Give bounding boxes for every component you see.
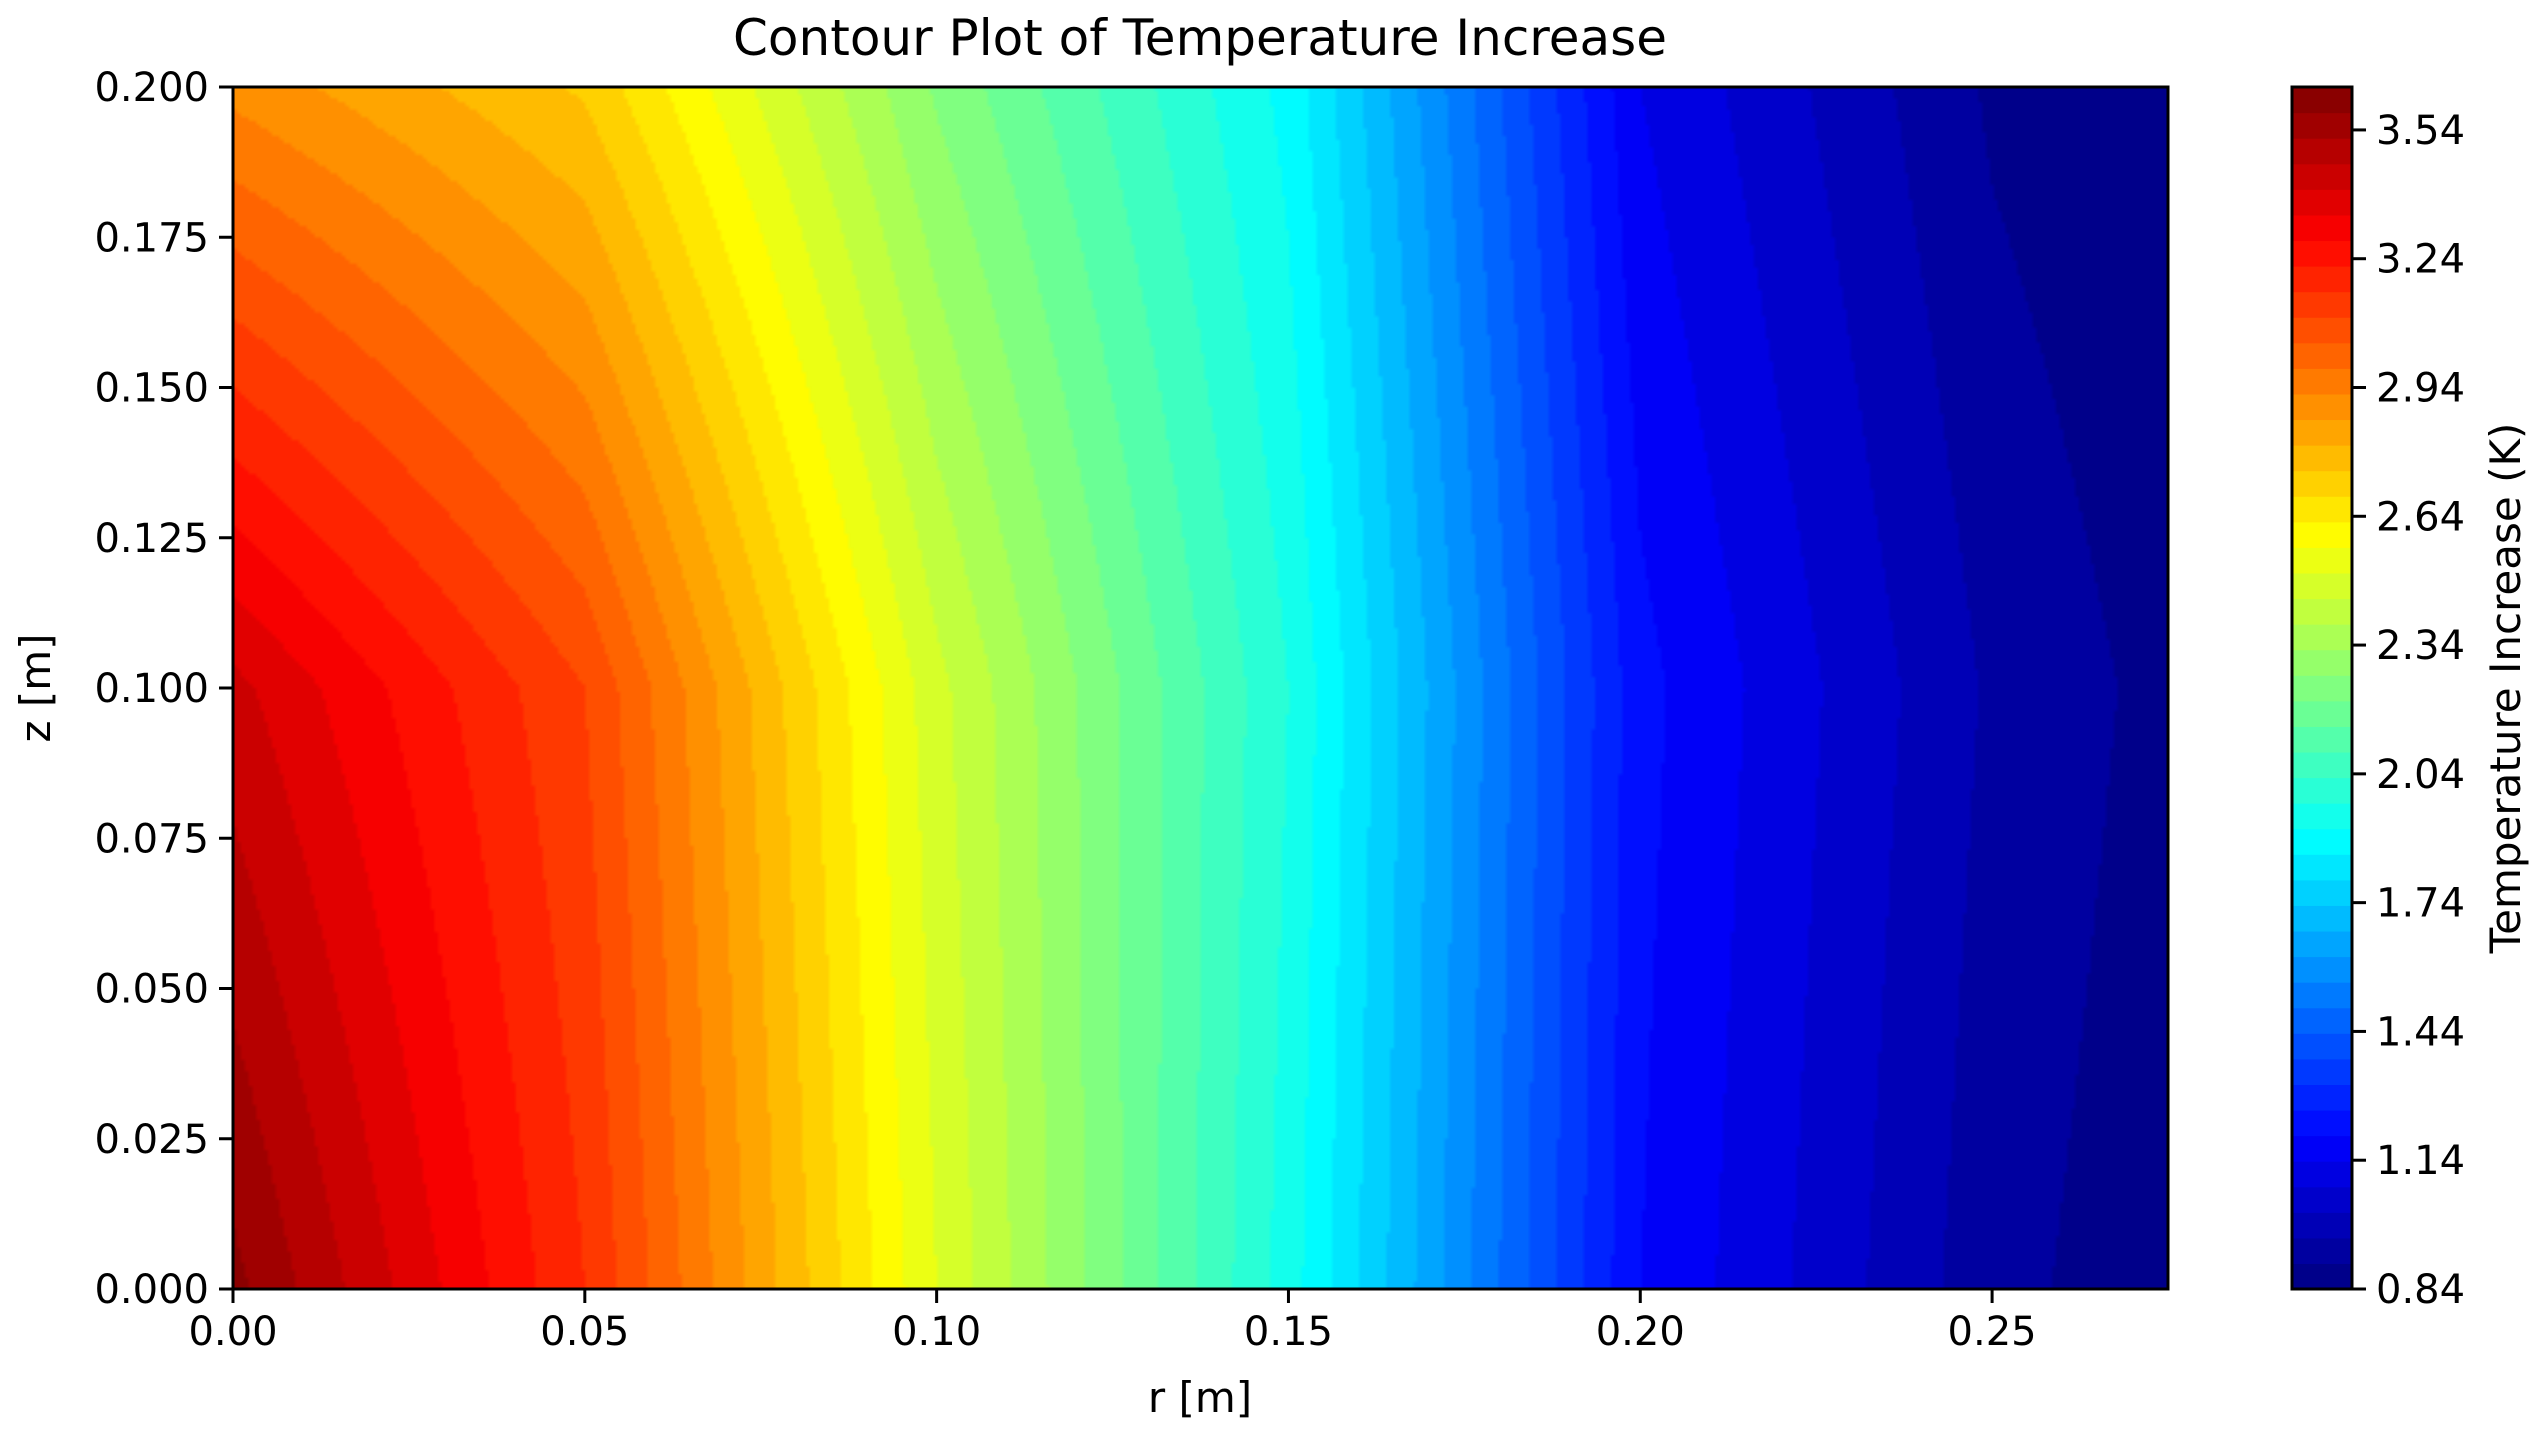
colorbar-tick-label: 3.24 [2376, 237, 2465, 283]
colorbar-tick-label: 2.94 [2376, 366, 2465, 412]
colorbar-band [2292, 854, 2352, 880]
colorbar-band [2292, 496, 2352, 522]
colorbar-band [2292, 1059, 2352, 1085]
colorbar-band [2292, 240, 2352, 266]
colorbar-band [2292, 87, 2352, 113]
y-tick-label: 0.075 [94, 816, 209, 862]
y-axis: 0.000 0.025 0.050 0.075 0.100 0.125 0.150 0.175… [94, 65, 233, 1313]
y-tick-label: 0.000 [94, 1267, 209, 1313]
colorbar-band [2292, 829, 2352, 855]
x-tick-label: 0.20 [1596, 1309, 1685, 1355]
colorbar-tick-label: 1.74 [2376, 881, 2465, 927]
colorbar-band [2292, 752, 2352, 778]
colorbar-bands [2292, 87, 2352, 1290]
colorbar-band [2292, 522, 2352, 548]
y-tick-label: 0.125 [94, 516, 209, 562]
colorbar: 0.84 1.14 1.44 1.74 2.04 2.34 2.64 2.94 3.24 3.54… [2292, 87, 2530, 1313]
x-tick-label: 0.00 [188, 1309, 277, 1355]
x-axis: 0.00 0.05 0.10 0.15 0.20 0.25 [188, 1289, 2036, 1355]
y-tick-label: 0.200 [94, 65, 209, 111]
colorbar-band [2292, 215, 2352, 241]
colorbar-band [2292, 266, 2352, 292]
colorbar-band [2292, 957, 2352, 983]
colorbar-label: Temperature Increase (K) [2481, 423, 2530, 955]
colorbar-band [2292, 1187, 2352, 1213]
y-tick-label: 0.150 [94, 366, 209, 412]
colorbar-band [2292, 1084, 2352, 1110]
colorbar-band [2292, 598, 2352, 624]
colorbar-band [2292, 701, 2352, 727]
colorbar-band [2292, 1033, 2352, 1059]
colorbar-band [2292, 905, 2352, 931]
colorbar-ticks: 0.84 1.14 1.44 1.74 2.04 2.34 2.64 2.94 3.24 3.54 [2352, 108, 2465, 1313]
colorbar-tick-label: 2.64 [2376, 494, 2465, 540]
colorbar-tick-label: 2.34 [2376, 623, 2465, 669]
colorbar-band [2292, 445, 2352, 471]
colorbar-band [2292, 650, 2352, 676]
colorbar-band [2292, 573, 2352, 599]
chart-title: Contour Plot of Temperature Increase [733, 9, 1667, 67]
colorbar-tick-label: 0.84 [2376, 1267, 2465, 1313]
y-axis-label: z [m] [11, 633, 60, 742]
colorbar-band [2292, 1212, 2352, 1238]
colorbar-band [2292, 803, 2352, 829]
colorbar-band [2292, 726, 2352, 752]
x-tick-label: 0.25 [1948, 1309, 2037, 1355]
x-axis-label: r [m] [1148, 1373, 1252, 1422]
y-tick-label: 0.175 [94, 215, 209, 261]
colorbar-tick-label: 2.04 [2376, 752, 2465, 798]
y-tick-label: 0.100 [94, 666, 209, 712]
colorbar-band [2292, 778, 2352, 804]
colorbar-band [2292, 1110, 2352, 1136]
colorbar-band [2292, 419, 2352, 445]
colorbar-band [2292, 138, 2352, 164]
x-tick-label: 0.05 [540, 1309, 629, 1355]
contour-field [233, 87, 2168, 1289]
colorbar-band [2292, 1008, 2352, 1034]
colorbar-band [2292, 292, 2352, 318]
colorbar-band [2292, 164, 2352, 190]
colorbar-band [2292, 343, 2352, 369]
colorbar-band [2292, 394, 2352, 420]
x-tick-label: 0.15 [1244, 1309, 1333, 1355]
colorbar-band [2292, 1136, 2352, 1162]
colorbar-tick-label: 1.44 [2376, 1009, 2465, 1055]
y-tick-label: 0.025 [94, 1117, 209, 1163]
y-tick-label: 0.050 [94, 967, 209, 1013]
colorbar-band [2292, 113, 2352, 139]
colorbar-band [2292, 368, 2352, 394]
colorbar-band [2292, 1161, 2352, 1187]
colorbar-band [2292, 189, 2352, 215]
colorbar-band [2292, 1263, 2352, 1289]
colorbar-band [2292, 982, 2352, 1008]
colorbar-band [2292, 1238, 2352, 1264]
colorbar-tick-label: 1.14 [2376, 1138, 2465, 1184]
contour-plot-area [233, 87, 2168, 1289]
colorbar-band [2292, 624, 2352, 650]
x-tick-label: 0.10 [892, 1309, 981, 1355]
colorbar-band [2292, 675, 2352, 701]
colorbar-band [2292, 547, 2352, 573]
colorbar-band [2292, 317, 2352, 343]
colorbar-band [2292, 471, 2352, 497]
colorbar-band [2292, 931, 2352, 957]
colorbar-tick-label: 3.54 [2376, 108, 2465, 154]
colorbar-band [2292, 880, 2352, 906]
